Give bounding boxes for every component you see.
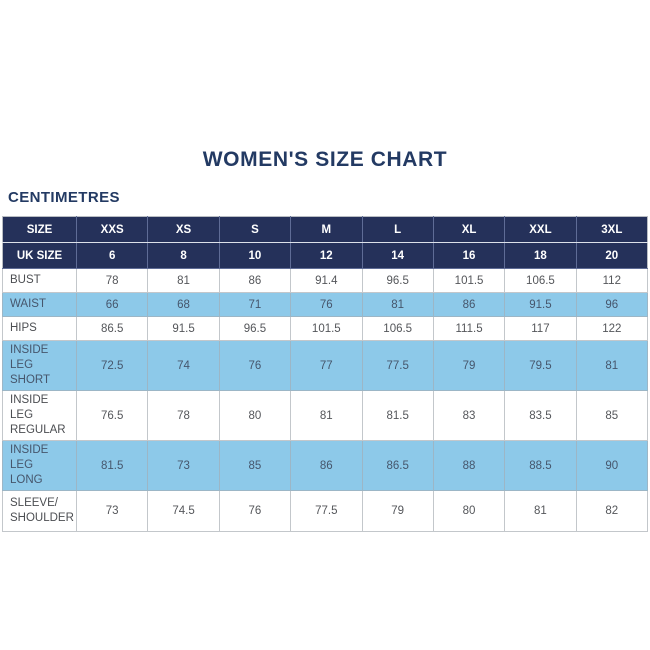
- value-cell: 88.5: [504, 440, 577, 491]
- uk-size-value: 12: [290, 242, 363, 269]
- value-cell: 79: [361, 490, 434, 532]
- value-cell: 111.5: [432, 316, 506, 341]
- value-cell: 76: [218, 490, 292, 532]
- value-cell: 81: [290, 390, 363, 441]
- uk-size-value: 16: [432, 242, 506, 269]
- value-cell: 76.5: [75, 390, 149, 441]
- size-column-header-s: S: [218, 216, 292, 243]
- value-cell: 76: [218, 340, 292, 391]
- row-label: INSIDE LEG SHORT: [2, 340, 77, 391]
- size-column-header-l: L: [361, 216, 434, 243]
- value-cell: 101.5: [432, 268, 506, 293]
- value-cell: 86.5: [75, 316, 149, 341]
- value-cell: 106.5: [361, 316, 434, 341]
- value-cell: 90: [575, 440, 649, 491]
- measurement-row-hips: HIPS 86.5 91.5 96.5 101.5 106.5 111.5 117 122: [2, 316, 649, 341]
- measurement-row-waist: WAIST 66 68 71 76 81 86 91.5 96: [2, 292, 649, 317]
- value-cell: 91.5: [147, 316, 220, 341]
- value-cell: 78: [147, 390, 220, 441]
- value-cell: 86: [218, 268, 292, 293]
- size-column-header-3xl: 3XL: [575, 216, 649, 243]
- size-column-header-xxs: XXS: [75, 216, 149, 243]
- value-cell: 71: [218, 292, 292, 317]
- value-cell: 81.5: [361, 390, 434, 441]
- value-cell: 80: [218, 390, 292, 441]
- measurement-row-sleeve-shoulder: SLEEVE/ SHOULDER 73 74.5 76 77.5 79 80 81 82: [2, 490, 649, 532]
- value-cell: 79.5: [504, 340, 577, 391]
- uk-size-value: 8: [147, 242, 220, 269]
- value-cell: 83.5: [504, 390, 577, 441]
- row-label: WAIST: [2, 292, 77, 317]
- value-cell: 112: [575, 268, 649, 293]
- value-cell: 85: [575, 390, 649, 441]
- size-header-cell: SIZE: [2, 216, 77, 243]
- measurement-row-inside-leg-long: INSIDE LEG LONG 81.5 73 85 86 86.5 88 88.5 90: [2, 440, 649, 491]
- size-header-row: SIZE XXS XS S M L XL XXL 3XL: [2, 216, 649, 243]
- unit-label: CENTIMETRES: [8, 189, 120, 206]
- value-cell: 76: [290, 292, 363, 317]
- uk-size-value: 20: [575, 242, 649, 269]
- value-cell: 86: [432, 292, 506, 317]
- measurement-row-bust: BUST 78 81 86 91.4 96.5 101.5 106.5 112: [2, 268, 649, 293]
- measurement-row-inside-leg-short: INSIDE LEG SHORT 72.5 74 76 77 77.5 79 79.5 81: [2, 340, 649, 391]
- value-cell: 81.5: [75, 440, 149, 491]
- value-cell: 72.5: [75, 340, 149, 391]
- value-cell: 106.5: [504, 268, 577, 293]
- uk-size-value: 10: [218, 242, 292, 269]
- row-label: INSIDE LEG LONG: [2, 440, 77, 491]
- value-cell: 117: [504, 316, 577, 341]
- value-cell: 77.5: [290, 490, 363, 532]
- value-cell: 96: [575, 292, 649, 317]
- value-cell: 81: [147, 268, 220, 293]
- size-table-header: SIZE XXS XS S M L XL XXL 3XL UK SIZE 6 8 10 12 14 16 18 2…: [2, 216, 649, 269]
- value-cell: 86.5: [361, 440, 434, 491]
- uk-size-value: 18: [504, 242, 577, 269]
- uk-size-label: UK SIZE: [2, 242, 77, 269]
- value-cell: 91.5: [504, 292, 577, 317]
- row-label: INSIDE LEG REGULAR: [2, 390, 77, 441]
- value-cell: 78: [75, 268, 149, 293]
- value-cell: 88: [432, 440, 506, 491]
- value-cell: 81: [575, 340, 649, 391]
- value-cell: 77.5: [361, 340, 434, 391]
- uk-size-value: 14: [361, 242, 434, 269]
- size-column-header-xl: XL: [432, 216, 506, 243]
- row-label: BUST: [2, 268, 77, 293]
- value-cell: 79: [432, 340, 506, 391]
- value-cell: 122: [575, 316, 649, 341]
- value-cell: 86: [290, 440, 363, 491]
- value-cell: 74.5: [147, 490, 220, 532]
- value-cell: 81: [361, 292, 434, 317]
- size-table-body: BUST 78 81 86 91.4 96.5 101.5 106.5 112 WAIST 66 68…: [2, 268, 649, 532]
- value-cell: 73: [75, 490, 149, 532]
- row-label: SLEEVE/ SHOULDER: [2, 490, 77, 532]
- size-column-header-m: M: [290, 216, 363, 243]
- value-cell: 77: [290, 340, 363, 391]
- value-cell: 81: [504, 490, 577, 532]
- value-cell: 74: [147, 340, 220, 391]
- value-cell: 96.5: [361, 268, 434, 293]
- value-cell: 85: [218, 440, 292, 491]
- value-cell: 80: [432, 490, 506, 532]
- value-cell: 83: [432, 390, 506, 441]
- value-cell: 96.5: [218, 316, 292, 341]
- page-title: WOMEN'S SIZE CHART: [202, 148, 448, 171]
- value-cell: 82: [575, 490, 649, 532]
- row-label: HIPS: [2, 316, 77, 341]
- value-cell: 68: [147, 292, 220, 317]
- value-cell: 73: [147, 440, 220, 491]
- size-column-header-xxl: XXL: [504, 216, 577, 243]
- size-column-header-xs: XS: [147, 216, 220, 243]
- value-cell: 66: [75, 292, 149, 317]
- value-cell: 91.4: [290, 268, 363, 293]
- measurement-row-inside-leg-regular: INSIDE LEG REGULAR 76.5 78 80 81 81.5 83 83.5 85: [2, 390, 649, 441]
- value-cell: 101.5: [290, 316, 363, 341]
- uk-size-row: UK SIZE 6 8 10 12 14 16 18 20: [2, 242, 649, 269]
- uk-size-value: 6: [75, 242, 149, 269]
- size-table: SIZE XXS XS S M L XL XXL 3XL UK SIZE 6 8 10 12 14 16 18 2…: [2, 216, 649, 532]
